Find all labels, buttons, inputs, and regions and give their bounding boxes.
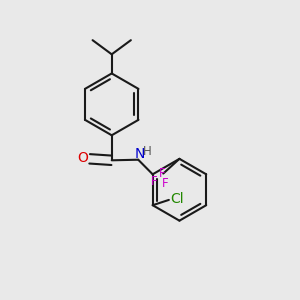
Text: F: F (151, 175, 157, 188)
Text: O: O (78, 151, 88, 165)
Text: Cl: Cl (170, 192, 184, 206)
Text: N: N (134, 147, 145, 161)
Text: F: F (158, 167, 165, 180)
Text: H: H (143, 145, 152, 158)
Text: F: F (162, 177, 169, 190)
